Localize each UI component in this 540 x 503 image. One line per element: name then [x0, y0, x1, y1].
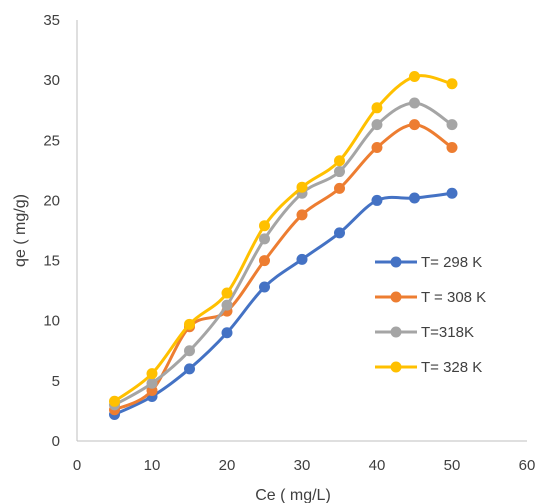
legend-label: T = 308 K — [421, 289, 486, 306]
x-tick-label: 0 — [73, 457, 81, 474]
series-line — [113, 101, 454, 407]
x-tick-label: 50 — [444, 457, 461, 474]
data-point — [296, 253, 308, 265]
tick-labels: 0 10 20 30 40 50 60 0 5 10 15 20 25 30 35 — [43, 12, 535, 474]
legend-item: T= 298 K — [375, 254, 482, 271]
data-point — [371, 194, 383, 206]
x-tick-label: 10 — [144, 457, 161, 474]
data-point — [296, 181, 308, 193]
data-point — [334, 182, 345, 194]
x-tick-label: 30 — [294, 457, 311, 474]
y-axis-title: qe ( mg/g) — [12, 194, 29, 267]
data-point — [221, 327, 233, 339]
data-point — [409, 119, 420, 131]
legend-marker — [390, 256, 402, 268]
data-point — [146, 368, 158, 380]
data-point — [446, 119, 458, 131]
y-tick-label: 15 — [43, 253, 60, 270]
series-1 — [109, 187, 458, 421]
data-point — [409, 71, 420, 83]
data-point — [446, 187, 458, 199]
legend-marker — [390, 361, 402, 373]
data-point — [259, 281, 270, 293]
data-point — [259, 233, 270, 245]
y-tick-label: 25 — [43, 132, 60, 149]
legend-item: T = 308 K — [375, 289, 486, 306]
data-point — [109, 395, 120, 407]
data-point — [409, 97, 420, 109]
series-line — [113, 74, 454, 403]
data-point — [334, 155, 345, 167]
data-point — [184, 363, 195, 375]
data-point — [221, 299, 233, 311]
data-point — [184, 318, 195, 330]
y-tick-label: 0 — [52, 433, 60, 450]
data-point — [296, 209, 308, 221]
data-point — [371, 142, 383, 154]
data-point — [371, 119, 383, 131]
data-point — [184, 345, 195, 357]
legend-label: T= 328 K — [421, 359, 482, 376]
y-tick-label: 5 — [52, 373, 60, 390]
data-point — [446, 78, 458, 90]
x-tick-label: 20 — [219, 457, 236, 474]
series-line — [113, 123, 454, 412]
series-4 — [109, 71, 458, 407]
legend-item: T=318K — [375, 324, 474, 341]
legend-marker — [390, 326, 402, 338]
data-point — [259, 255, 270, 267]
data-point — [409, 192, 420, 204]
data-point — [146, 377, 158, 389]
x-tick-label: 60 — [519, 457, 536, 474]
data-point — [334, 227, 345, 239]
data-point — [446, 142, 458, 154]
series-2 — [109, 119, 458, 416]
x-axis-title: Ce ( mg/L) — [255, 487, 331, 503]
data-point — [221, 287, 233, 299]
series-group — [109, 71, 458, 421]
axes — [76, 20, 527, 442]
legend-item: T= 328 K — [375, 359, 482, 376]
legend-marker — [390, 291, 402, 303]
legend-label: T= 298 K — [421, 254, 482, 271]
legend-label: T=318K — [421, 324, 474, 341]
series-line — [113, 191, 454, 417]
legend: T= 298 K T = 308 K T=318K T= 328 K — [375, 254, 486, 376]
data-point — [371, 102, 383, 114]
y-tick-label: 10 — [43, 313, 60, 330]
x-tick-label: 40 — [369, 457, 386, 474]
y-tick-label: 35 — [43, 12, 60, 29]
y-tick-label: 30 — [43, 72, 60, 89]
y-tick-label: 20 — [43, 192, 60, 209]
data-point — [259, 220, 270, 232]
data-point — [334, 166, 345, 178]
